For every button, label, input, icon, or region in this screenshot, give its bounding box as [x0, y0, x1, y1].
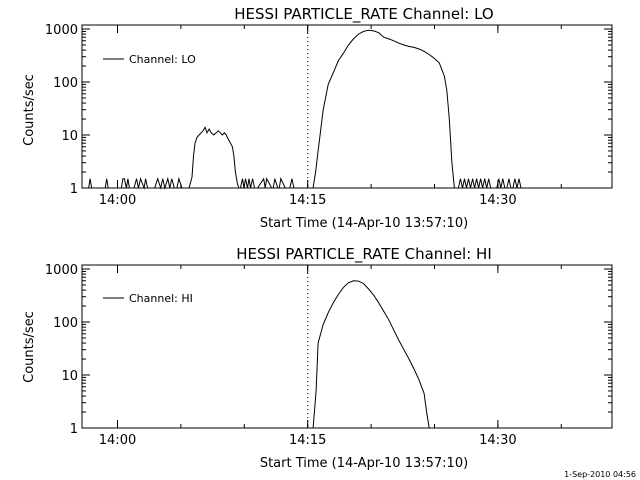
y-tick-label-lo-1: 10 [61, 129, 78, 144]
x-tick-label-hi-0: 14:00 [99, 433, 136, 448]
x-tick-label-lo-0: 14:00 [99, 193, 136, 208]
legend-label-hi: Channel: HI [129, 292, 193, 305]
legend-label-lo: Channel: LO [129, 53, 196, 66]
y-tick-label-lo-2: 100 [53, 76, 78, 91]
chart-panel-hi: HESSI PARTICLE_RATE Channel: HI Counts/s… [22, 245, 613, 471]
x-axis-label-hi: Start Time (14-Apr-10 13:57:10) [260, 456, 468, 471]
footer-timestamp: 1-Sep-2010 04:56 [564, 470, 636, 479]
y-tick-label-hi-0: 1 [70, 422, 78, 437]
x-tick-label-lo-1: 14:15 [289, 193, 326, 208]
y-tick-label-hi-2: 100 [53, 316, 78, 331]
x-axis-label-lo: Start Time (14-Apr-10 13:57:10) [260, 216, 468, 231]
chart-title-lo: HESSI PARTICLE_RATE Channel: LO [234, 5, 493, 24]
chart-title-hi: HESSI PARTICLE_RATE Channel: HI [236, 245, 492, 264]
chart-panel-lo: HESSI PARTICLE_RATE Channel: LO Counts/s… [22, 5, 613, 231]
y-tick-label-lo-3: 1000 [45, 23, 78, 38]
y-axis-label-lo: Counts/sec [22, 74, 37, 146]
legend-hi: Channel: HI [103, 292, 193, 305]
legend-lo: Channel: LO [103, 53, 196, 66]
x-tick-label-hi-1: 14:15 [289, 433, 326, 448]
y-tick-label-hi-3: 1000 [45, 263, 78, 278]
x-tick-label-lo-2: 14:30 [479, 193, 516, 208]
y-axis-label-hi: Counts/sec [22, 311, 37, 383]
x-tick-label-hi-2: 14:30 [479, 433, 516, 448]
y-tick-label-lo-0: 1 [70, 182, 78, 197]
plot-frame-lo [81, 24, 613, 189]
y-tick-label-hi-1: 10 [61, 369, 78, 384]
series-line-hi-0 [312, 280, 430, 429]
plot-frame-hi [81, 264, 613, 429]
